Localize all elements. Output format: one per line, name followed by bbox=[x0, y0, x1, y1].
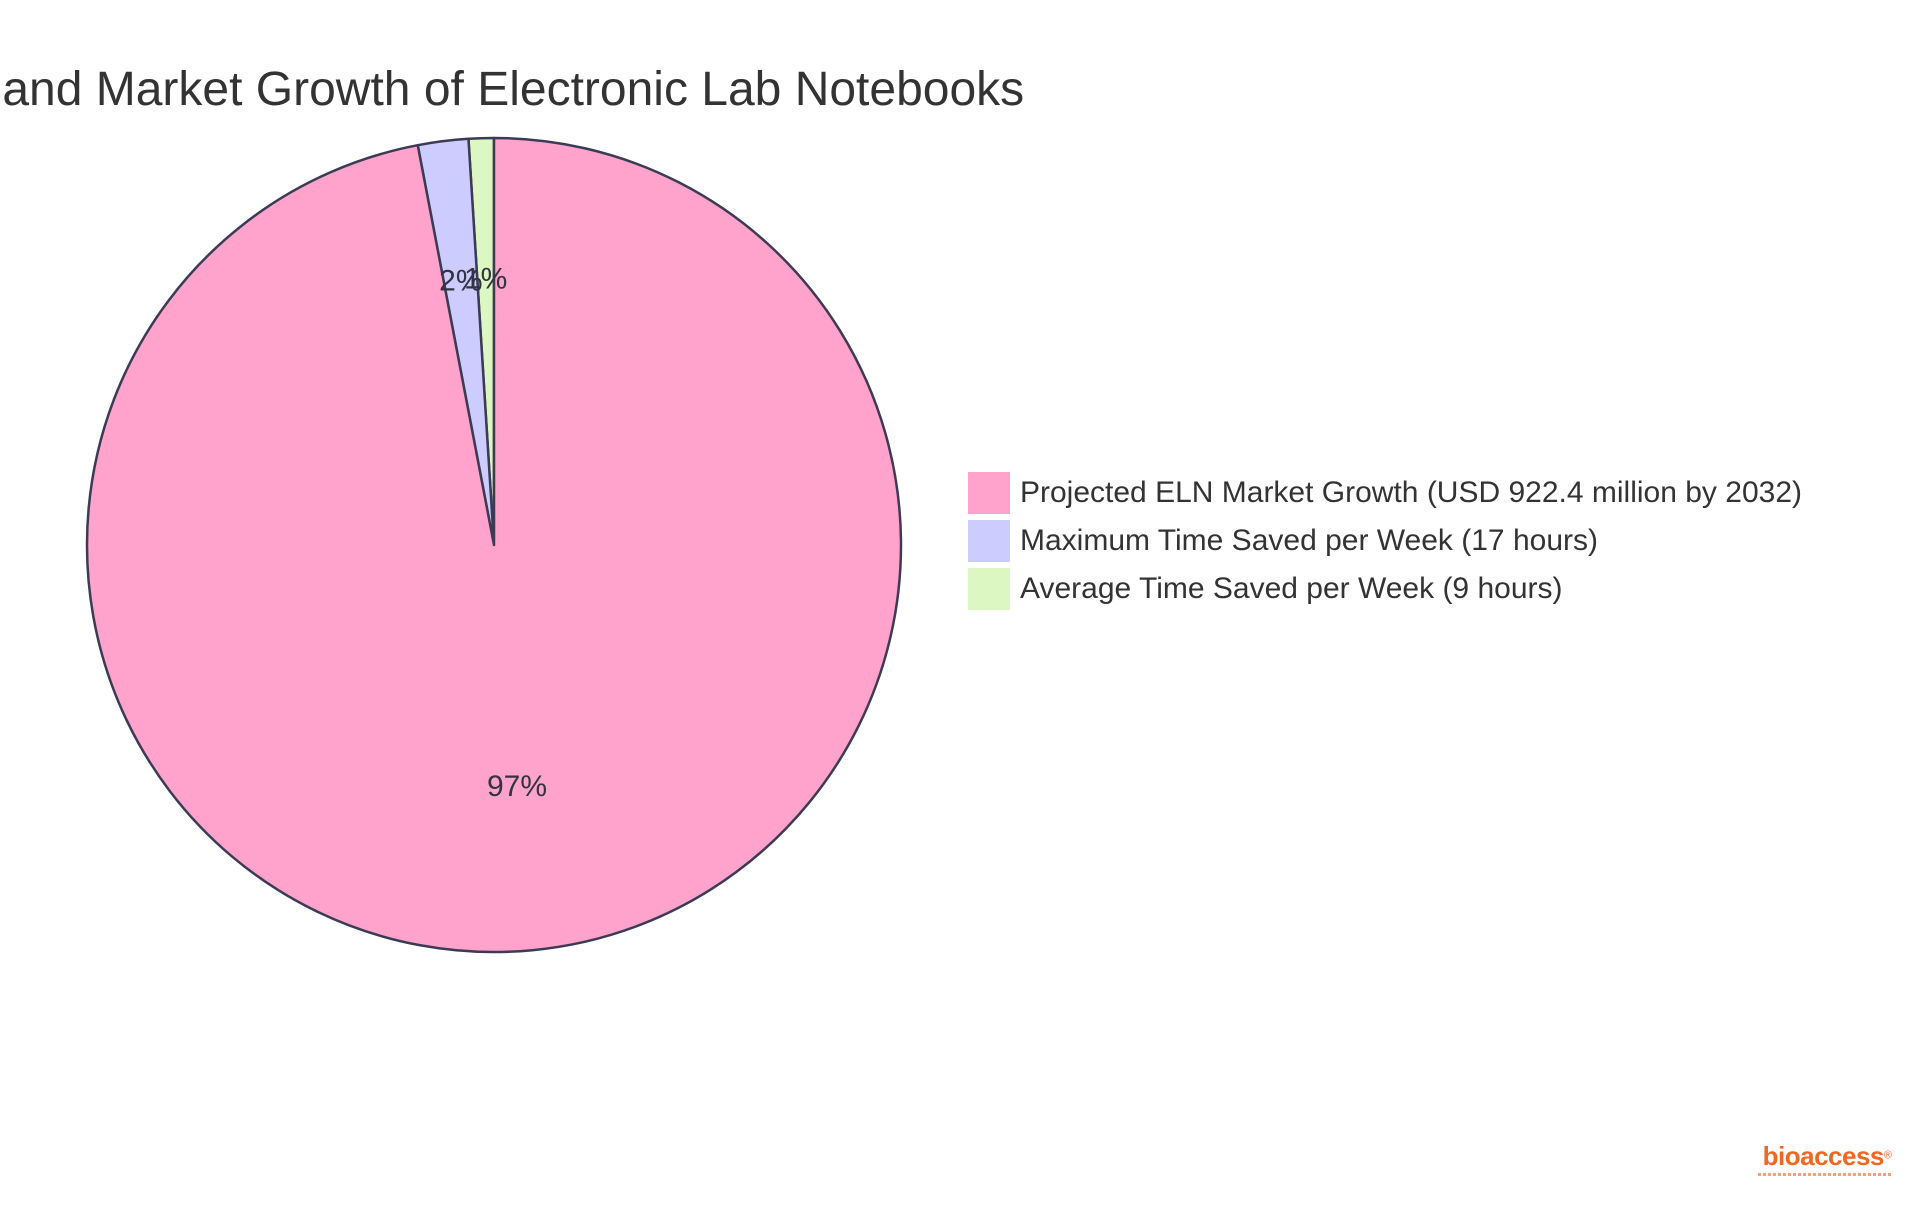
legend-item-0: Projected ELN Market Growth (USD 922.4 m… bbox=[968, 472, 1802, 514]
legend-swatch-1 bbox=[968, 520, 1010, 562]
slice-label-2: 1% bbox=[464, 263, 507, 296]
slice-label-1: 2% bbox=[439, 264, 482, 297]
pie-slices bbox=[85, 136, 903, 954]
pie-slice-0 bbox=[85, 136, 903, 954]
legend-swatch-2 bbox=[968, 568, 1010, 610]
brand-tagline-decoration bbox=[1758, 1173, 1892, 1176]
registered-mark: ® bbox=[1883, 1149, 1892, 1162]
chart-title: Time Savings and Market Growth of Electr… bbox=[0, 63, 1024, 116]
legend-label-0: Projected ELN Market Growth (USD 922.4 m… bbox=[1020, 476, 1802, 509]
legend-item-2: Average Time Saved per Week (9 hours) bbox=[968, 568, 1563, 610]
legend-label-2: Average Time Saved per Week (9 hours) bbox=[1020, 572, 1563, 605]
brand-name: bioaccess bbox=[1762, 1141, 1885, 1171]
slice-label-0: 97% bbox=[487, 770, 547, 803]
legend-label-1: Maximum Time Saved per Week (17 hours) bbox=[1020, 524, 1598, 557]
legend-item-1: Maximum Time Saved per Week (17 hours) bbox=[968, 520, 1598, 562]
legend-swatch-0 bbox=[968, 472, 1010, 514]
brand-logo: bioaccess® bbox=[1752, 1143, 1892, 1176]
pie-slice-labels: 1%2% 97% bbox=[439, 263, 547, 804]
legend: Projected ELN Market Growth (USD 922.4 m… bbox=[968, 472, 1802, 610]
